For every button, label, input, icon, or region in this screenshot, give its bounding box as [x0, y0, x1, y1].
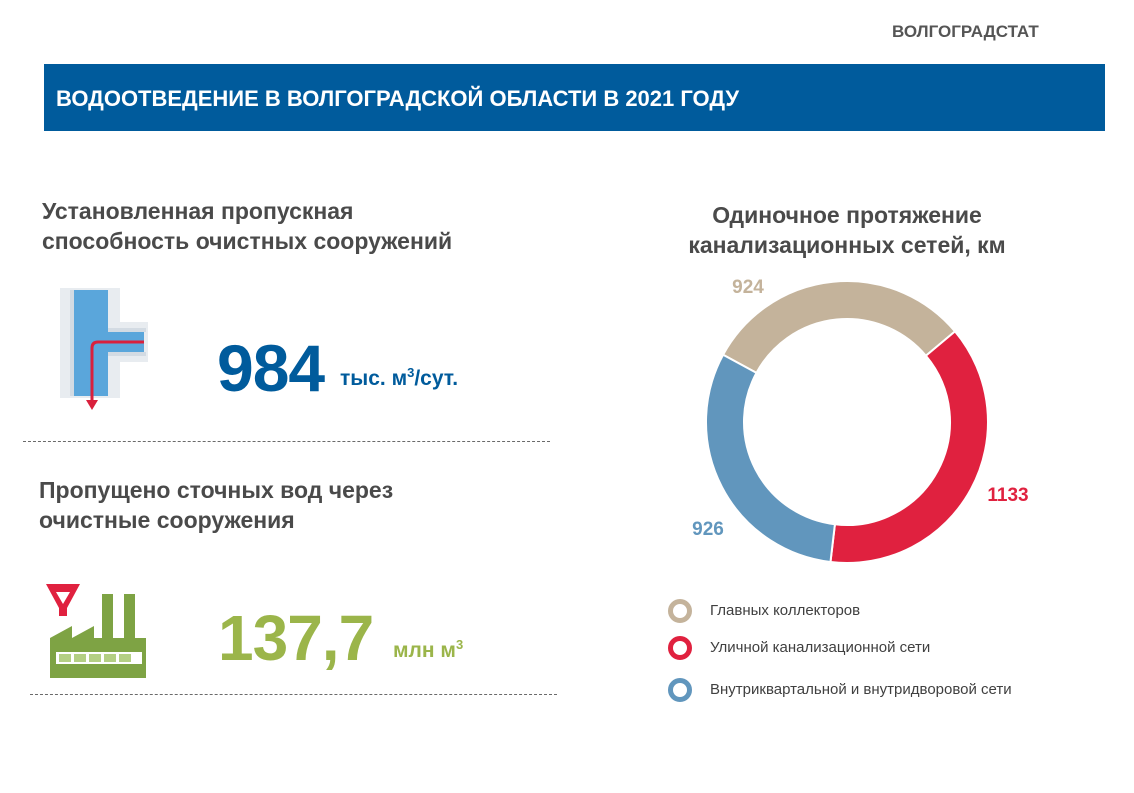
- page-title: ВОДООТВЕДЕНИЕ В ВОЛГОГРАДСКОЙ ОБЛАСТИ В …: [56, 86, 740, 111]
- data-label-main-collectors: 924: [732, 277, 764, 298]
- donut-chart: 924 1133 926: [692, 277, 1029, 564]
- capacity-title-line2: способность очистных сооружений: [42, 228, 453, 254]
- legend-label-street-sewer: Уличной канализационной сети: [710, 639, 931, 656]
- legend-label-main-collectors: Главных коллекторов: [710, 602, 861, 619]
- wastewater-unit-sup: 3: [455, 637, 464, 652]
- data-label-intra-block: 926: [692, 519, 724, 540]
- chart-title-line2: канализационных сетей, км: [688, 232, 1006, 258]
- capacity-title: Установленная пропускная способность очи…: [42, 196, 452, 256]
- legend-marker-main-collectors: [668, 599, 692, 623]
- capacity-unit-base: тыс. м: [340, 367, 408, 390]
- slice-intra-block: [705, 353, 837, 564]
- legend-marker-street-sewer: [668, 636, 692, 660]
- wastewater-unit: млн м3: [393, 637, 463, 663]
- legend-marker-intra-block: [668, 678, 692, 702]
- divider-dashed-top: [23, 441, 550, 442]
- divider-dashed-bottom: [30, 694, 557, 695]
- capacity-unit: тыс. м3/сут.: [340, 365, 458, 391]
- chart-title-line1: Одиночное протяжение: [712, 202, 982, 228]
- wastewater-unit-base: млн м: [393, 639, 456, 662]
- wastewater-title-line2: очистные сооружения: [39, 507, 295, 533]
- title-banner: ВОДООТВЕДЕНИЕ В ВОЛГОГРАДСКОЙ ОБЛАСТИ В …: [44, 64, 1105, 131]
- factory-icon: [46, 584, 146, 678]
- capacity-title-line1: Установленная пропускная: [42, 198, 354, 224]
- capacity-unit-sup: 3: [407, 365, 415, 380]
- wastewater-title-line1: Пропущено сточных вод через: [39, 477, 394, 503]
- legend-label-intra-block: Внутриквартальной и внутридворовой сети: [710, 681, 1012, 698]
- pipe-icon: [60, 288, 148, 410]
- wastewater-value: 137,7: [218, 602, 374, 674]
- slice-street-sewer: [829, 329, 989, 564]
- capacity-value: 984: [217, 331, 325, 405]
- organization-name: ВОЛГОГРАДСТАТ: [892, 22, 1039, 41]
- capacity-unit-tail: /сут.: [414, 367, 459, 390]
- wastewater-title: Пропущено сточных вод через очистные соо…: [39, 475, 393, 535]
- data-label-street-sewer: 1133: [987, 485, 1028, 506]
- chart-title: Одиночное протяжение канализационных сет…: [612, 200, 1082, 260]
